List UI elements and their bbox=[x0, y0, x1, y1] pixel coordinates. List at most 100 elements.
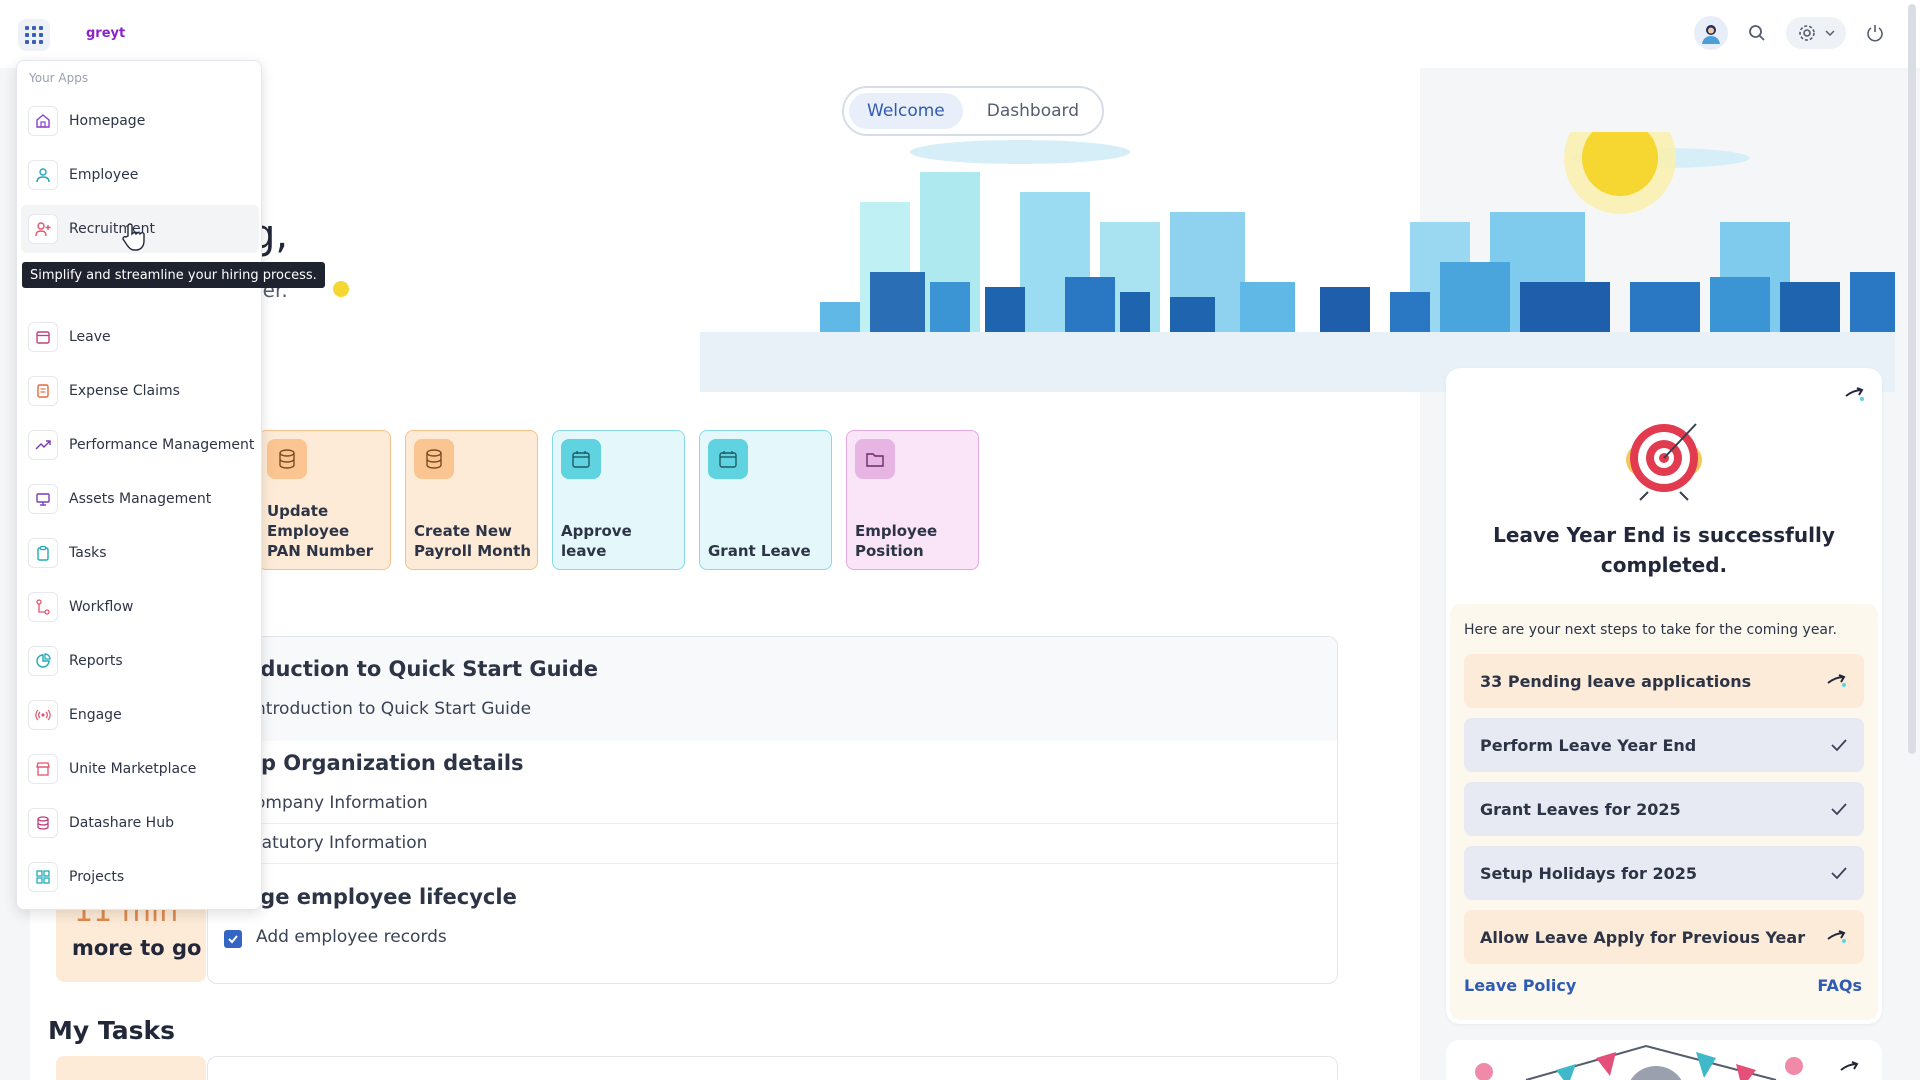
quick-action-label: Update Employee PAN Number bbox=[267, 502, 374, 560]
apps-menu-heading: Your Apps bbox=[29, 71, 89, 85]
view-tabs: Welcome Dashboard bbox=[842, 86, 1104, 136]
quick-action-update-pan[interactable]: Update Employee PAN Number bbox=[258, 430, 391, 570]
skyline-illustration bbox=[700, 132, 1895, 392]
app-item-leave[interactable]: Leave bbox=[21, 313, 259, 361]
step-grant-leaves[interactable]: Grant Leaves for 2025 bbox=[1464, 782, 1864, 836]
app-item-homepage[interactable]: Homepage bbox=[21, 97, 259, 145]
guide-item[interactable]: ntroduction to Quick Start Guide bbox=[255, 699, 532, 719]
app-label: Projects bbox=[69, 869, 125, 885]
app-label: Engage bbox=[69, 707, 122, 723]
arrow-up-right-icon bbox=[1827, 674, 1846, 687]
leave-card-title: Leave Year End is successfully completed… bbox=[1493, 523, 1835, 577]
search-icon[interactable] bbox=[1742, 18, 1772, 48]
arrow-up-right-icon bbox=[1840, 1061, 1859, 1071]
quick-action-label: Approve leave bbox=[561, 522, 632, 560]
chevron-down-icon bbox=[1825, 30, 1835, 37]
divider bbox=[208, 823, 1337, 824]
arrow-up-right-icon[interactable] bbox=[1844, 386, 1866, 408]
quick-action-approve-leave[interactable]: Approve leave bbox=[552, 430, 685, 570]
app-label: Employee bbox=[69, 167, 139, 183]
app-item-assets-management[interactable]: Assets Management bbox=[21, 475, 259, 523]
app-item-reports[interactable]: Reports bbox=[21, 637, 259, 685]
checkbox-checked-icon[interactable] bbox=[224, 930, 242, 948]
my-tasks-card bbox=[56, 1056, 206, 1080]
target-illustration bbox=[1626, 423, 1702, 501]
app-item-engage[interactable]: Engage bbox=[21, 691, 259, 739]
apps-menu: Your Apps Homepage Employee Recruitment … bbox=[16, 60, 262, 910]
divider bbox=[208, 863, 1337, 864]
arrow-up-right-icon bbox=[1827, 930, 1846, 943]
recruitment-tooltip: Simplify and streamline your hiring proc… bbox=[22, 262, 325, 288]
app-item-unite-marketplace[interactable]: Unite Marketplace bbox=[21, 745, 259, 793]
quick-action-label: Create New Payroll Month bbox=[414, 522, 531, 560]
calendar-icon bbox=[561, 439, 601, 479]
guide-section-title[interactable]: oduction to Quick Start Guide bbox=[246, 657, 598, 681]
home-icon bbox=[28, 106, 58, 136]
database-icon bbox=[414, 439, 454, 479]
hand-cursor-icon bbox=[122, 223, 145, 251]
settings-menu-button[interactable] bbox=[1786, 17, 1846, 49]
power-icon[interactable] bbox=[1860, 18, 1890, 48]
app-label: Assets Management bbox=[69, 491, 212, 507]
quick-action-employee-position[interactable]: Employee Position bbox=[846, 430, 979, 570]
app-grid-icon[interactable] bbox=[18, 19, 50, 51]
page-scrollbar[interactable] bbox=[1908, 4, 1916, 754]
step-perform-leave-year-end[interactable]: Perform Leave Year End bbox=[1464, 718, 1864, 772]
check-icon bbox=[1831, 803, 1847, 816]
guide-item[interactable]: ompany Information bbox=[255, 793, 428, 813]
monitor-icon bbox=[28, 484, 58, 514]
app-label: Leave bbox=[69, 329, 111, 345]
leave-year-end-card: Leave Year End is successfully completed… bbox=[1446, 368, 1882, 1024]
app-item-tasks[interactable]: Tasks bbox=[21, 529, 259, 577]
database-icon bbox=[267, 439, 307, 479]
receipt-icon bbox=[28, 376, 58, 406]
tab-dashboard[interactable]: Dashboard bbox=[986, 101, 1079, 121]
app-item-workflow[interactable]: Workflow bbox=[21, 583, 259, 631]
quick-action-label: Grant Leave bbox=[708, 542, 811, 560]
quick-action-grant-leave[interactable]: Grant Leave bbox=[699, 430, 832, 570]
tab-welcome[interactable]: Welcome bbox=[849, 93, 963, 129]
leave-policy-link[interactable]: Leave Policy bbox=[1464, 976, 1577, 995]
next-steps-subtitle: Here are your next steps to take for the… bbox=[1464, 622, 1837, 638]
step-label: 33 Pending leave applications bbox=[1480, 671, 1752, 691]
guide-section-title[interactable]: age employee lifecycle bbox=[246, 885, 517, 909]
app-label: Homepage bbox=[69, 113, 146, 129]
guide-band bbox=[208, 637, 1337, 741]
top-actions bbox=[1694, 16, 1890, 50]
folder-icon bbox=[855, 439, 895, 479]
step-pending-leave[interactable]: 33 Pending leave applications bbox=[1464, 654, 1864, 708]
top-bar: greyt bbox=[0, 0, 1920, 754]
calendar-icon bbox=[28, 322, 58, 352]
guide-item[interactable]: tatutory Information bbox=[255, 833, 428, 853]
step-allow-previous-year[interactable]: Allow Leave Apply for Previous Year bbox=[1464, 910, 1864, 964]
clipboard-icon bbox=[28, 538, 58, 568]
app-item-expense-claims[interactable]: Expense Claims bbox=[21, 367, 259, 415]
step-setup-holidays[interactable]: Setup Holidays for 2025 bbox=[1464, 846, 1864, 900]
app-label: Expense Claims bbox=[69, 383, 180, 399]
faqs-link[interactable]: FAQs bbox=[1817, 976, 1862, 995]
app-label: Reports bbox=[69, 653, 123, 669]
guide-item[interactable]: Add employee records bbox=[256, 927, 447, 947]
step-label: Allow Leave Apply for Previous Year bbox=[1480, 927, 1806, 947]
my-tasks-list bbox=[207, 1056, 1338, 1080]
app-item-performance-management[interactable]: Performance Management bbox=[21, 421, 259, 469]
trending-up-icon bbox=[28, 430, 58, 460]
bunting-illustration bbox=[1475, 1044, 1859, 1080]
quick-action-label: Employee Position bbox=[855, 522, 938, 560]
guide-section-title[interactable]: up Organization details bbox=[246, 751, 524, 775]
app-label: Tasks bbox=[69, 545, 107, 561]
step-label: Grant Leaves for 2025 bbox=[1480, 799, 1681, 819]
pie-chart-icon bbox=[28, 646, 58, 676]
app-label: Performance Management bbox=[69, 437, 255, 453]
app-label: Unite Marketplace bbox=[69, 761, 197, 777]
app-item-datashare-hub[interactable]: Datashare Hub bbox=[21, 799, 259, 847]
check-icon bbox=[1831, 867, 1847, 880]
avatar[interactable] bbox=[1694, 16, 1728, 50]
user-plus-icon bbox=[28, 214, 58, 244]
app-label: Datashare Hub bbox=[69, 815, 174, 831]
app-item-projects[interactable]: Projects bbox=[21, 853, 259, 901]
quick-action-create-payroll[interactable]: Create New Payroll Month bbox=[405, 430, 538, 570]
logo[interactable]: greyt bbox=[86, 26, 126, 41]
grid-icon bbox=[28, 862, 58, 892]
app-item-employee[interactable]: Employee bbox=[21, 151, 259, 199]
